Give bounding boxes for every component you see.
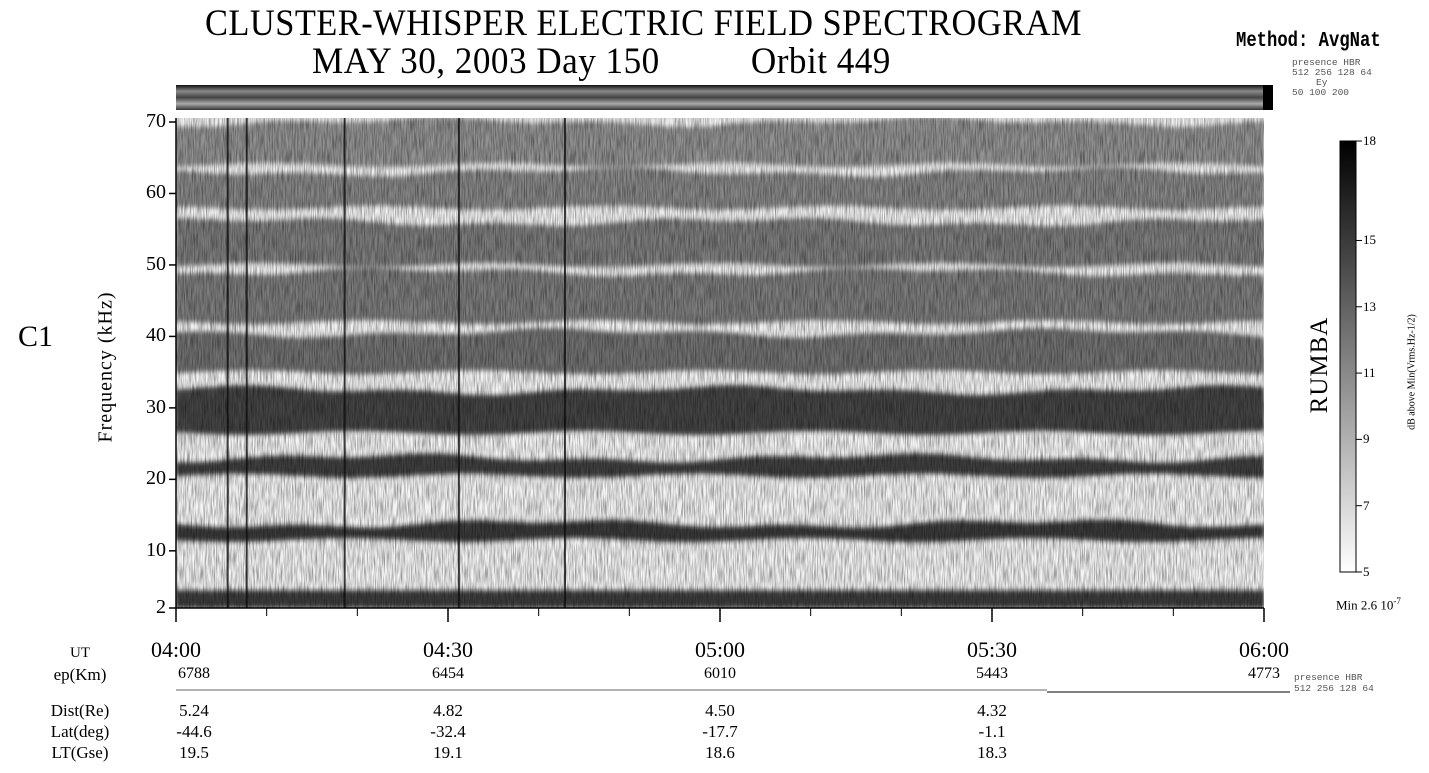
spectrogram-plot (176, 118, 1264, 608)
chart-subtitle: MAY 30, 2003 Day 150 Orbit 449 (312, 40, 891, 83)
y-tick-label: 30 (146, 395, 166, 418)
y-tick-label: 50 (146, 252, 166, 275)
x-tick-label: 04:30 (422, 637, 474, 662)
colorbar-min-exp: -7 (1393, 596, 1401, 606)
ephemeris-row-label: ep(Km) (53, 665, 107, 684)
x-tick-label: 06:00 (1238, 637, 1290, 662)
mode-bar (176, 85, 1266, 110)
ephemeris-value: 6454 (432, 665, 464, 682)
ephemeris-value: -32.4 (430, 722, 466, 741)
ephemeris-value: -44.6 (176, 722, 212, 741)
y-tick-label: 60 (146, 181, 166, 204)
spacecraft-label: C1 (18, 320, 54, 353)
ephemeris-value: 4.32 (977, 701, 1007, 720)
ephemeris-row-label: Dist(Re) (50, 701, 110, 720)
colorbar-min-label: Min 2.6 10-7 (1336, 596, 1401, 613)
mode-bar-end (1263, 85, 1273, 110)
mode-key-bottom-line1: presence HBR (1294, 672, 1363, 683)
noise-texture (176, 118, 1264, 608)
ephemeris-row-label: LT(Gse) (51, 743, 109, 762)
ephemeris-value: 5.24 (179, 701, 209, 720)
y-tick-label: 40 (146, 324, 166, 347)
ephemeris-value: 4.82 (433, 701, 463, 720)
ephemeris-value: 6788 (178, 665, 210, 682)
ephemeris-value: 6010 (704, 665, 736, 682)
colorbar (1339, 140, 1357, 573)
x-tick-label: 05:00 (694, 637, 746, 662)
colorbar-min-text: Min 2.6 10 (1336, 597, 1394, 613)
mode-key-top-line2: 512 256 128 64 (1292, 67, 1372, 78)
axes (169, 118, 1265, 622)
x-tick-label: 05:30 (966, 637, 1018, 662)
mode-key-top-line3: Ey (1316, 77, 1328, 88)
colorbar-tick-label: 15 (1363, 232, 1376, 248)
ephemeris-value: 18.6 (705, 743, 735, 762)
ephemeris-value: 4773 (1248, 665, 1280, 682)
colorbar-tick-label: 9 (1363, 431, 1370, 447)
title-date: MAY 30, 2003 Day 150 (312, 41, 660, 82)
y-tick-label: 10 (146, 538, 166, 561)
ephemeris-value: 18.3 (977, 743, 1007, 762)
ephemeris-row-label: UT (70, 645, 90, 661)
ephemeris-value: 19.5 (179, 743, 209, 762)
y-tick-label: 2 (156, 596, 166, 618)
ephemeris-value: 5443 (976, 665, 1008, 682)
ephemeris-value: -1.1 (978, 722, 1006, 741)
y-tick-label: 70 (146, 110, 166, 132)
mode-key-top-line1: presence HBR (1292, 57, 1361, 68)
title-orbit: Orbit 449 (750, 41, 891, 82)
mode-key-bottom-line2: 512 256 128 64 (1294, 683, 1374, 694)
ephemeris-value: 19.1 (433, 743, 463, 762)
colorbar-tick-label: 5 (1363, 564, 1370, 579)
ephemeris-value: 4.50 (705, 701, 735, 720)
x-tick-label: 04:00 (150, 637, 202, 662)
ephemeris-row-label: Lat(deg) (50, 722, 110, 741)
colorbar-tick-label: 13 (1363, 298, 1376, 314)
y-tick-label: 20 (146, 467, 166, 490)
ephemeris-value: -17.7 (702, 722, 738, 741)
colorbar-tick-label: 11 (1363, 365, 1376, 381)
colorbar-tick-label: 18 (1363, 133, 1376, 148)
colorbar-tick-label: 7 (1363, 497, 1370, 513)
colorbar-ticks (1356, 140, 1362, 573)
mode-key-top-line4: 50 100 200 (1292, 87, 1350, 98)
method-label: Method: AvgNat (1236, 30, 1381, 53)
chart-title: CLUSTER-WHISPER ELECTRIC FIELD SPECTROGR… (205, 3, 1082, 44)
